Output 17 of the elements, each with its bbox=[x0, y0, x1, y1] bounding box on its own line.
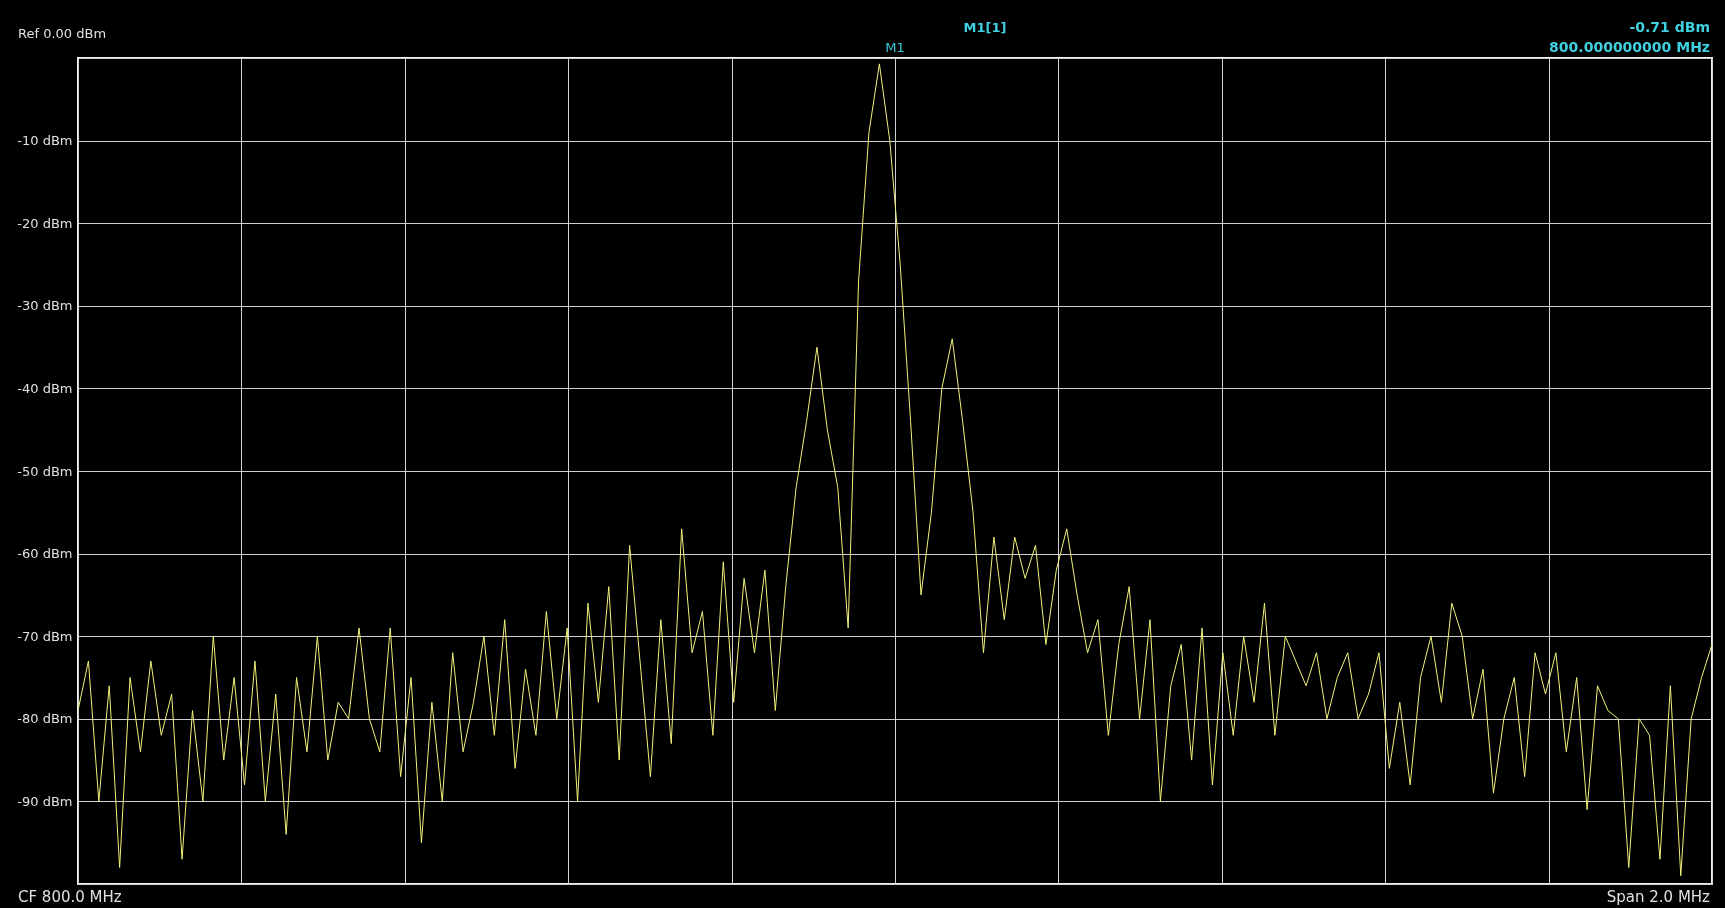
text: Span 2.0 MHz bbox=[1606, 888, 1711, 906]
y-tick-label: -50 dBm bbox=[17, 463, 73, 479]
text: M1 bbox=[885, 40, 905, 55]
y-tick-label: -30 dBm bbox=[17, 298, 73, 314]
y-tick-label: -70 dBm bbox=[17, 628, 73, 644]
y-tick-label: -60 dBm bbox=[17, 546, 73, 562]
text: -0.71 dBm bbox=[1629, 19, 1710, 35]
y-tick-label: -40 dBm bbox=[17, 380, 73, 396]
y-tick-label: -80 dBm bbox=[17, 711, 73, 727]
text: 800.000000000 MHz bbox=[1549, 39, 1710, 55]
text: Ref 0.00 dBm bbox=[18, 26, 107, 41]
y-tick-label: -10 dBm bbox=[17, 133, 73, 149]
text: CF 800.0 MHz bbox=[18, 888, 122, 906]
line-series bbox=[78, 63, 1712, 877]
y-tick-label: -90 dBm bbox=[17, 793, 73, 809]
text: M1[1] bbox=[963, 20, 1007, 35]
y-tick-label: -20 dBm bbox=[17, 215, 73, 231]
